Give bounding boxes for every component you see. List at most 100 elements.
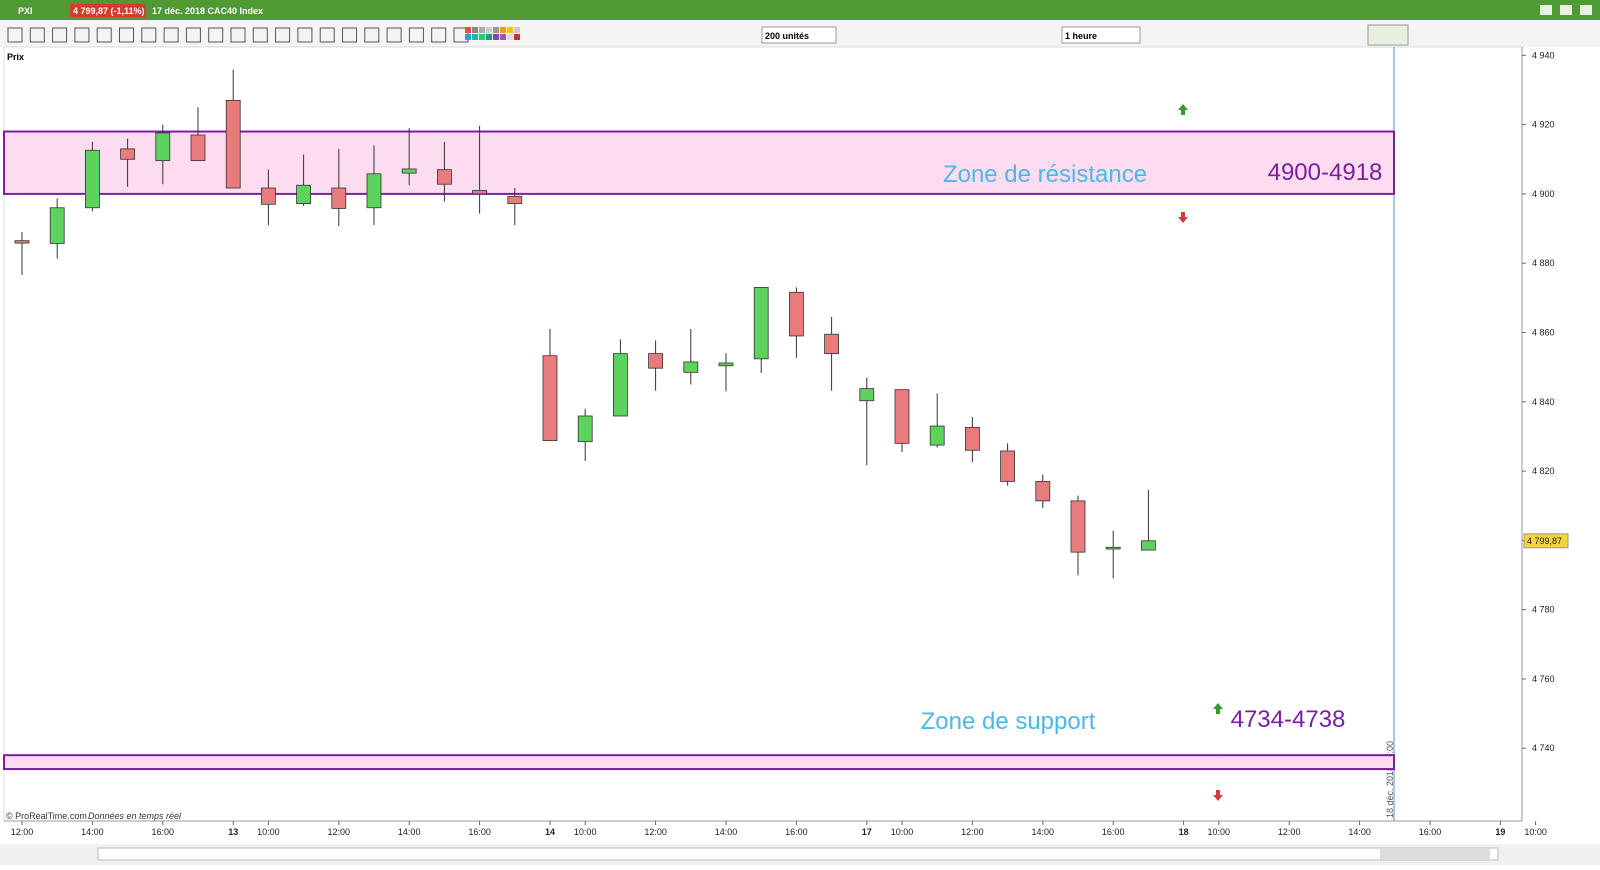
candle-body — [1070, 500, 1086, 553]
tool-icons — [7, 27, 520, 43]
x-tick-label: 10:00 — [1524, 827, 1547, 837]
candle-body — [859, 388, 875, 402]
chart-style-button[interactable] — [1367, 24, 1409, 46]
scrollbar[interactable] — [97, 847, 1499, 861]
last-price-label: 4 799,87 — [1527, 536, 1562, 546]
y-tick-label: 4 940 — [1532, 50, 1555, 60]
title-bar — [0, 0, 1600, 20]
x-tick-label: 12:00 — [328, 827, 351, 837]
color-swatch — [486, 27, 492, 33]
color-swatch — [479, 34, 485, 40]
zone-label: 4734-4738 — [1231, 706, 1346, 733]
tool-icon — [7, 27, 23, 43]
y-tick-label: 4 780 — [1532, 605, 1555, 615]
down-arrow — [1213, 790, 1223, 801]
time-marker-label: 18 déc. 2018 16:00 — [1385, 741, 1395, 818]
color-swatch — [465, 27, 471, 33]
color-swatch — [493, 27, 499, 33]
window-button[interactable] — [1580, 5, 1592, 15]
color-swatch — [493, 34, 499, 40]
x-tick-label: 16:00 — [1102, 827, 1125, 837]
candle-body — [331, 187, 347, 209]
panel-label: Prix — [7, 52, 24, 62]
tool-icon — [163, 27, 179, 43]
units: 200 unités — [765, 31, 809, 41]
description: 17 déc. 2018 CAC40 Index — [152, 6, 263, 16]
x-tick-label: 14:00 — [398, 827, 421, 837]
price-change: 4 799,87 (-1,11%) — [73, 6, 145, 16]
y-tick-label: 4 740 — [1532, 743, 1555, 753]
scroll-thumb[interactable] — [1380, 849, 1490, 859]
tool-icon — [408, 27, 424, 43]
interval-select[interactable] — [1061, 26, 1141, 44]
x-tick-label: 16:00 — [468, 827, 491, 837]
tool-icon — [119, 27, 134, 43]
tool-icon — [141, 27, 157, 43]
tool-icon — [208, 27, 224, 43]
candle-body — [577, 415, 593, 443]
color-swatch — [500, 34, 506, 40]
x-tick-label: 16:00 — [785, 827, 808, 837]
color-swatch — [507, 27, 513, 33]
price-zone — [3, 754, 1395, 771]
up-arrow — [1213, 703, 1223, 714]
x-tick-label: 12:00 — [11, 827, 34, 837]
candle-body — [789, 291, 804, 337]
candle-body — [683, 361, 699, 373]
candle-body — [507, 195, 523, 205]
tool-icon — [185, 27, 201, 43]
interval: 1 heure — [1065, 31, 1097, 41]
x-tick-label: 10:00 — [574, 827, 597, 837]
candle-body — [1141, 540, 1156, 551]
candle-body — [120, 148, 135, 160]
x-tick-label: 16:00 — [1419, 827, 1442, 837]
last-price-badge — [1523, 533, 1569, 549]
tool-icon — [364, 27, 380, 43]
tool-icon — [342, 27, 357, 43]
tool-icon — [319, 27, 335, 43]
color-swatch — [465, 34, 471, 40]
candle-body — [1105, 546, 1121, 550]
candle-body — [1000, 450, 1015, 482]
down-arrow — [1178, 212, 1188, 223]
y-tick-label: 4 760 — [1532, 674, 1555, 684]
x-tick-label: 14:00 — [81, 827, 104, 837]
x-tick-label: 12:00 — [644, 827, 667, 837]
candle-body — [613, 353, 628, 417]
x-tick-label: 10:00 — [257, 827, 280, 837]
x-tick-label: 14:00 — [1032, 827, 1055, 837]
zone-name: Zone de support — [921, 708, 1096, 735]
candle-body — [824, 333, 839, 355]
x-tick-label: 14:00 — [1348, 827, 1371, 837]
up-arrow — [1178, 104, 1188, 115]
tool-icon — [96, 27, 112, 43]
symbol[interactable]: PXI — [18, 6, 33, 16]
candle-body — [436, 169, 452, 185]
candle-body — [542, 355, 558, 441]
price-badge — [70, 4, 146, 17]
copyright: © ProRealTime.com — [6, 811, 87, 821]
candle-body — [366, 173, 382, 209]
tool-icon — [275, 27, 291, 43]
units-select[interactable] — [761, 26, 837, 44]
x-tick-label: 16:00 — [152, 827, 175, 837]
window-button[interactable] — [1560, 5, 1572, 15]
footer-note: Données en temps réel — [88, 811, 182, 821]
candle-body — [648, 353, 663, 369]
candle-body — [296, 184, 312, 205]
color-swatch — [514, 27, 520, 33]
candle-body — [1035, 481, 1051, 502]
color-swatch — [507, 34, 513, 40]
x-tick-label: 12:00 — [1278, 827, 1301, 837]
candle-body — [85, 149, 100, 209]
tool-icon — [230, 27, 246, 43]
candle-body — [14, 240, 30, 244]
x-tick-label: 18 — [1179, 827, 1189, 837]
price-zone — [3, 130, 1395, 195]
window-button[interactable] — [1540, 5, 1552, 15]
x-tick-label: 14:00 — [715, 827, 738, 837]
candle-body — [401, 168, 417, 174]
y-tick-label: 4 900 — [1532, 189, 1555, 199]
y-tick-label: 4 880 — [1532, 258, 1555, 268]
